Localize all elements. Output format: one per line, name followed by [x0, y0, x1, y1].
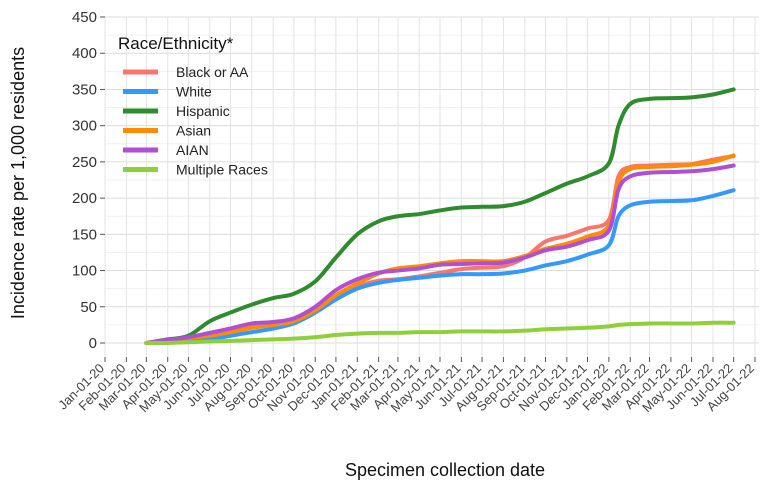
y-tick-label: 400	[72, 45, 97, 62]
legend-label: Asian	[176, 123, 211, 139]
y-tick-label: 250	[72, 154, 97, 171]
legend-label: Multiple Races	[176, 162, 268, 178]
legend-label: Hispanic	[176, 103, 230, 119]
x-axis-title: Specimen collection date	[345, 460, 545, 480]
y-tick-label: 300	[72, 118, 97, 135]
series-line-asian	[144, 153, 736, 345]
y-axis-title: Incidence rate per 1,000 residents	[8, 47, 28, 319]
legend-label: Black or AA	[176, 64, 249, 80]
y-tick-label: 150	[72, 226, 97, 243]
legend-label: AIAN	[176, 142, 209, 158]
series-line-multiple-races	[144, 320, 736, 346]
y-tick-label: 350	[72, 81, 97, 98]
y-tick-label: 450	[72, 9, 97, 26]
legend: Race/Ethnicity* Black or AA White Hispanic…	[118, 34, 268, 178]
series-line-hispanic	[144, 87, 736, 345]
series-line-aian	[144, 163, 736, 345]
grid	[104, 16, 759, 357]
legend-label: White	[176, 84, 212, 100]
y-tick-label: 0	[89, 335, 97, 352]
series-lines	[144, 87, 736, 346]
y-tick-label: 200	[72, 190, 97, 207]
legend-title: Race/Ethnicity*	[118, 34, 234, 53]
series-line-white	[144, 188, 736, 345]
y-tick-label: 50	[80, 299, 97, 316]
y-tick-label: 100	[72, 263, 97, 280]
